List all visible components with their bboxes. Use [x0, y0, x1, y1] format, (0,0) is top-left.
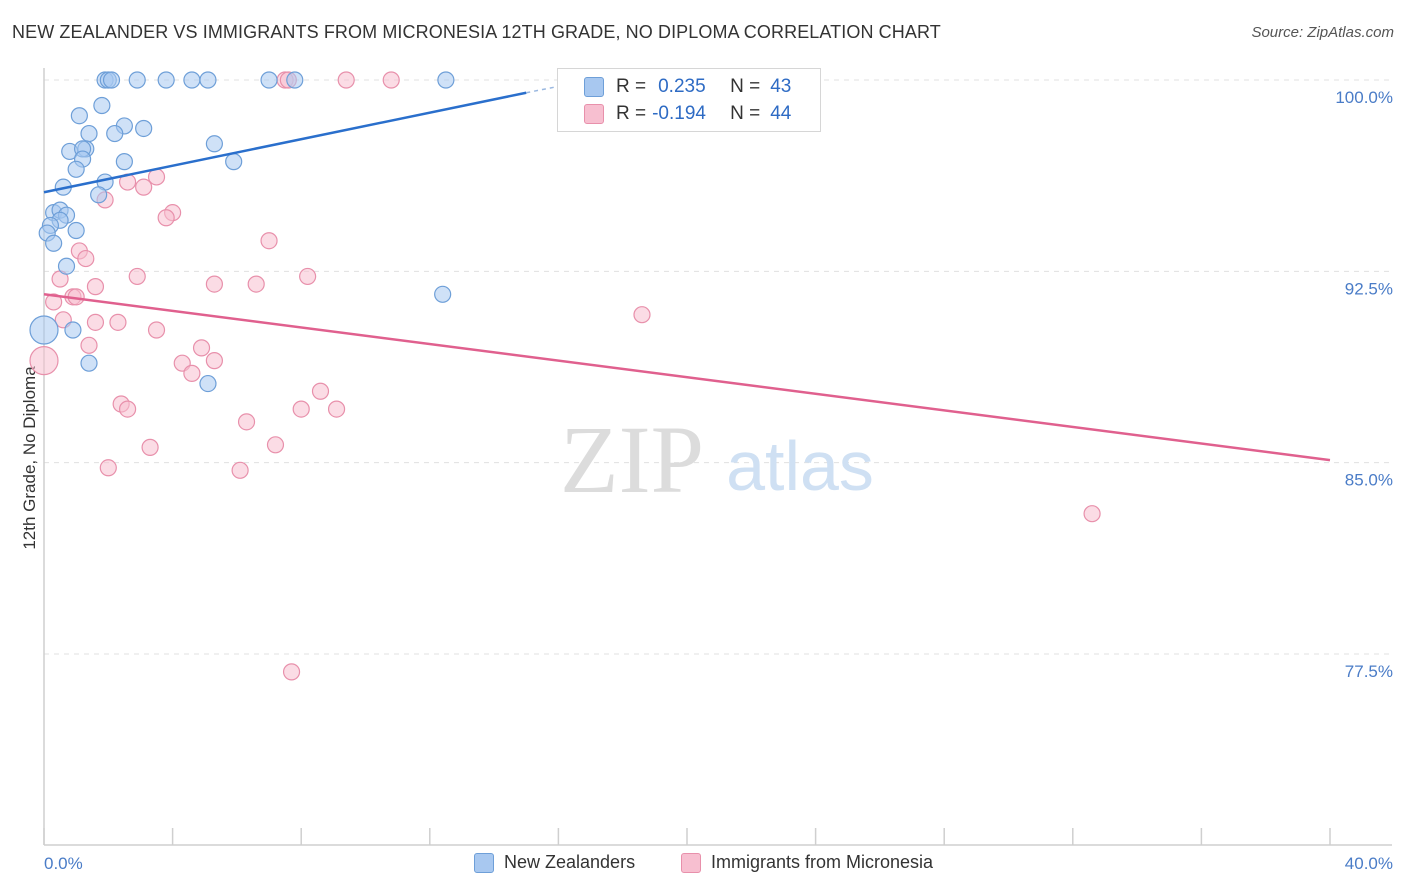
- data-point[interactable]: [80, 336, 98, 354]
- data-point[interactable]: [70, 107, 88, 125]
- watermark-atlas: atlas: [726, 427, 874, 505]
- data-point[interactable]: [292, 400, 310, 418]
- source-label: Source: ZipAtlas.com: [1251, 24, 1394, 41]
- data-point[interactable]: [45, 293, 63, 311]
- y-tick-label: 85.0%: [1345, 471, 1393, 490]
- legend-label: New Zealanders: [504, 852, 636, 872]
- series-immigrants-from-micronesia: [29, 71, 1101, 681]
- data-point[interactable]: [199, 71, 217, 89]
- legend-row-new-zealanders: R = 0.235 N = 43: [584, 74, 791, 100]
- legend-row-micronesia: R = -0.194 N = 44: [584, 101, 791, 127]
- data-point[interactable]: [77, 249, 95, 268]
- data-point[interactable]: [64, 321, 82, 339]
- watermark-zip: ZIP: [560, 406, 704, 513]
- data-point[interactable]: [437, 71, 455, 89]
- data-point[interactable]: [237, 413, 256, 431]
- legend-r-value: 0.235: [658, 76, 706, 97]
- data-point[interactable]: [434, 285, 452, 303]
- data-point[interactable]: [109, 313, 127, 331]
- data-point[interactable]: [57, 257, 76, 275]
- data-point[interactable]: [327, 400, 346, 418]
- data-point[interactable]: [183, 71, 201, 89]
- x-tick-label: 40.0%: [1345, 854, 1393, 873]
- axes: [43, 68, 1392, 846]
- data-point[interactable]: [205, 352, 223, 370]
- data-point[interactable]: [86, 278, 105, 296]
- legend-swatch-blue: [584, 77, 604, 97]
- tick-labels: 100.0% 92.5% 85.0% 77.5% 0.0% 40.0%: [44, 88, 1393, 873]
- y-tick-label: 77.5%: [1345, 662, 1393, 681]
- data-point[interactable]: [67, 221, 85, 240]
- data-point[interactable]: [86, 313, 105, 331]
- data-point[interactable]: [106, 124, 124, 143]
- legend-r-value: -0.194: [652, 103, 706, 124]
- trend-line-new-zealanders: [43, 91, 527, 194]
- chart-title: NEW ZEALANDER VS IMMIGRANTS FROM MICRONE…: [12, 22, 941, 42]
- data-point[interactable]: [80, 124, 98, 143]
- data-point[interactable]: [157, 209, 175, 227]
- x-tick-label: 0.0%: [44, 854, 83, 873]
- data-point[interactable]: [247, 275, 265, 293]
- data-point[interactable]: [192, 339, 211, 357]
- data-point[interactable]: [183, 364, 201, 382]
- legend-r-label: R =: [616, 103, 647, 124]
- data-point[interactable]: [199, 374, 217, 393]
- data-point[interactable]: [260, 71, 278, 89]
- legend-r-label: R =: [616, 76, 647, 97]
- data-point[interactable]: [382, 71, 400, 89]
- data-point[interactable]: [205, 275, 223, 293]
- data-point[interactable]: [1083, 505, 1101, 523]
- legend-n-label: N =: [730, 76, 761, 97]
- data-point[interactable]: [337, 71, 355, 89]
- legend-n-value: 44: [770, 103, 792, 124]
- legend-item-micronesia[interactable]: Immigrants from Micronesia: [681, 852, 933, 873]
- correlation-legend: R = 0.235 N = 43 R = -0.194 N = 44: [557, 68, 821, 132]
- data-point[interactable]: [157, 71, 175, 89]
- y-tick-label: 100.0%: [1335, 88, 1393, 107]
- series-new-zealanders: [29, 71, 455, 393]
- data-point[interactable]: [282, 663, 301, 681]
- data-point[interactable]: [266, 436, 285, 454]
- data-point[interactable]: [311, 382, 330, 400]
- data-point[interactable]: [299, 267, 317, 286]
- legend-swatch-blue: [474, 852, 494, 873]
- data-point[interactable]: [118, 400, 137, 418]
- data-point[interactable]: [80, 354, 98, 372]
- legend-label: Immigrants from Micronesia: [711, 852, 934, 872]
- legend-item-new-zealanders[interactable]: New Zealanders: [474, 852, 635, 873]
- data-point[interactable]: [633, 306, 651, 324]
- data-point[interactable]: [147, 321, 166, 339]
- data-point[interactable]: [99, 459, 117, 477]
- legend-n-label: N =: [730, 103, 761, 124]
- data-point[interactable]: [29, 315, 59, 345]
- data-point[interactable]: [260, 232, 278, 250]
- data-point[interactable]: [231, 461, 249, 479]
- data-point[interactable]: [141, 438, 159, 456]
- data-point[interactable]: [90, 186, 108, 204]
- legend-swatch-pink: [681, 852, 701, 873]
- data-point[interactable]: [286, 71, 304, 89]
- data-point[interactable]: [93, 96, 111, 115]
- legend-swatch-pink: [584, 104, 604, 124]
- data-point[interactable]: [135, 178, 153, 196]
- gridlines: [44, 79, 1392, 655]
- data-point[interactable]: [128, 267, 146, 286]
- data-point[interactable]: [67, 160, 85, 178]
- data-point[interactable]: [45, 234, 63, 252]
- data-point[interactable]: [29, 346, 59, 376]
- trend-line-micronesia: [43, 293, 1331, 462]
- data-point[interactable]: [102, 71, 121, 89]
- trend-lines: [43, 79, 1331, 462]
- y-tick-label: 92.5%: [1345, 279, 1393, 298]
- data-point[interactable]: [225, 153, 243, 171]
- data-point[interactable]: [135, 119, 153, 138]
- watermark: ZIP atlas: [560, 406, 874, 513]
- legend-n-value: 43: [770, 76, 792, 97]
- data-point[interactable]: [205, 135, 223, 153]
- data-point[interactable]: [115, 153, 133, 171]
- series-legend: New Zealanders Immigrants from Micronesi…: [0, 852, 1406, 878]
- data-point[interactable]: [128, 71, 146, 89]
